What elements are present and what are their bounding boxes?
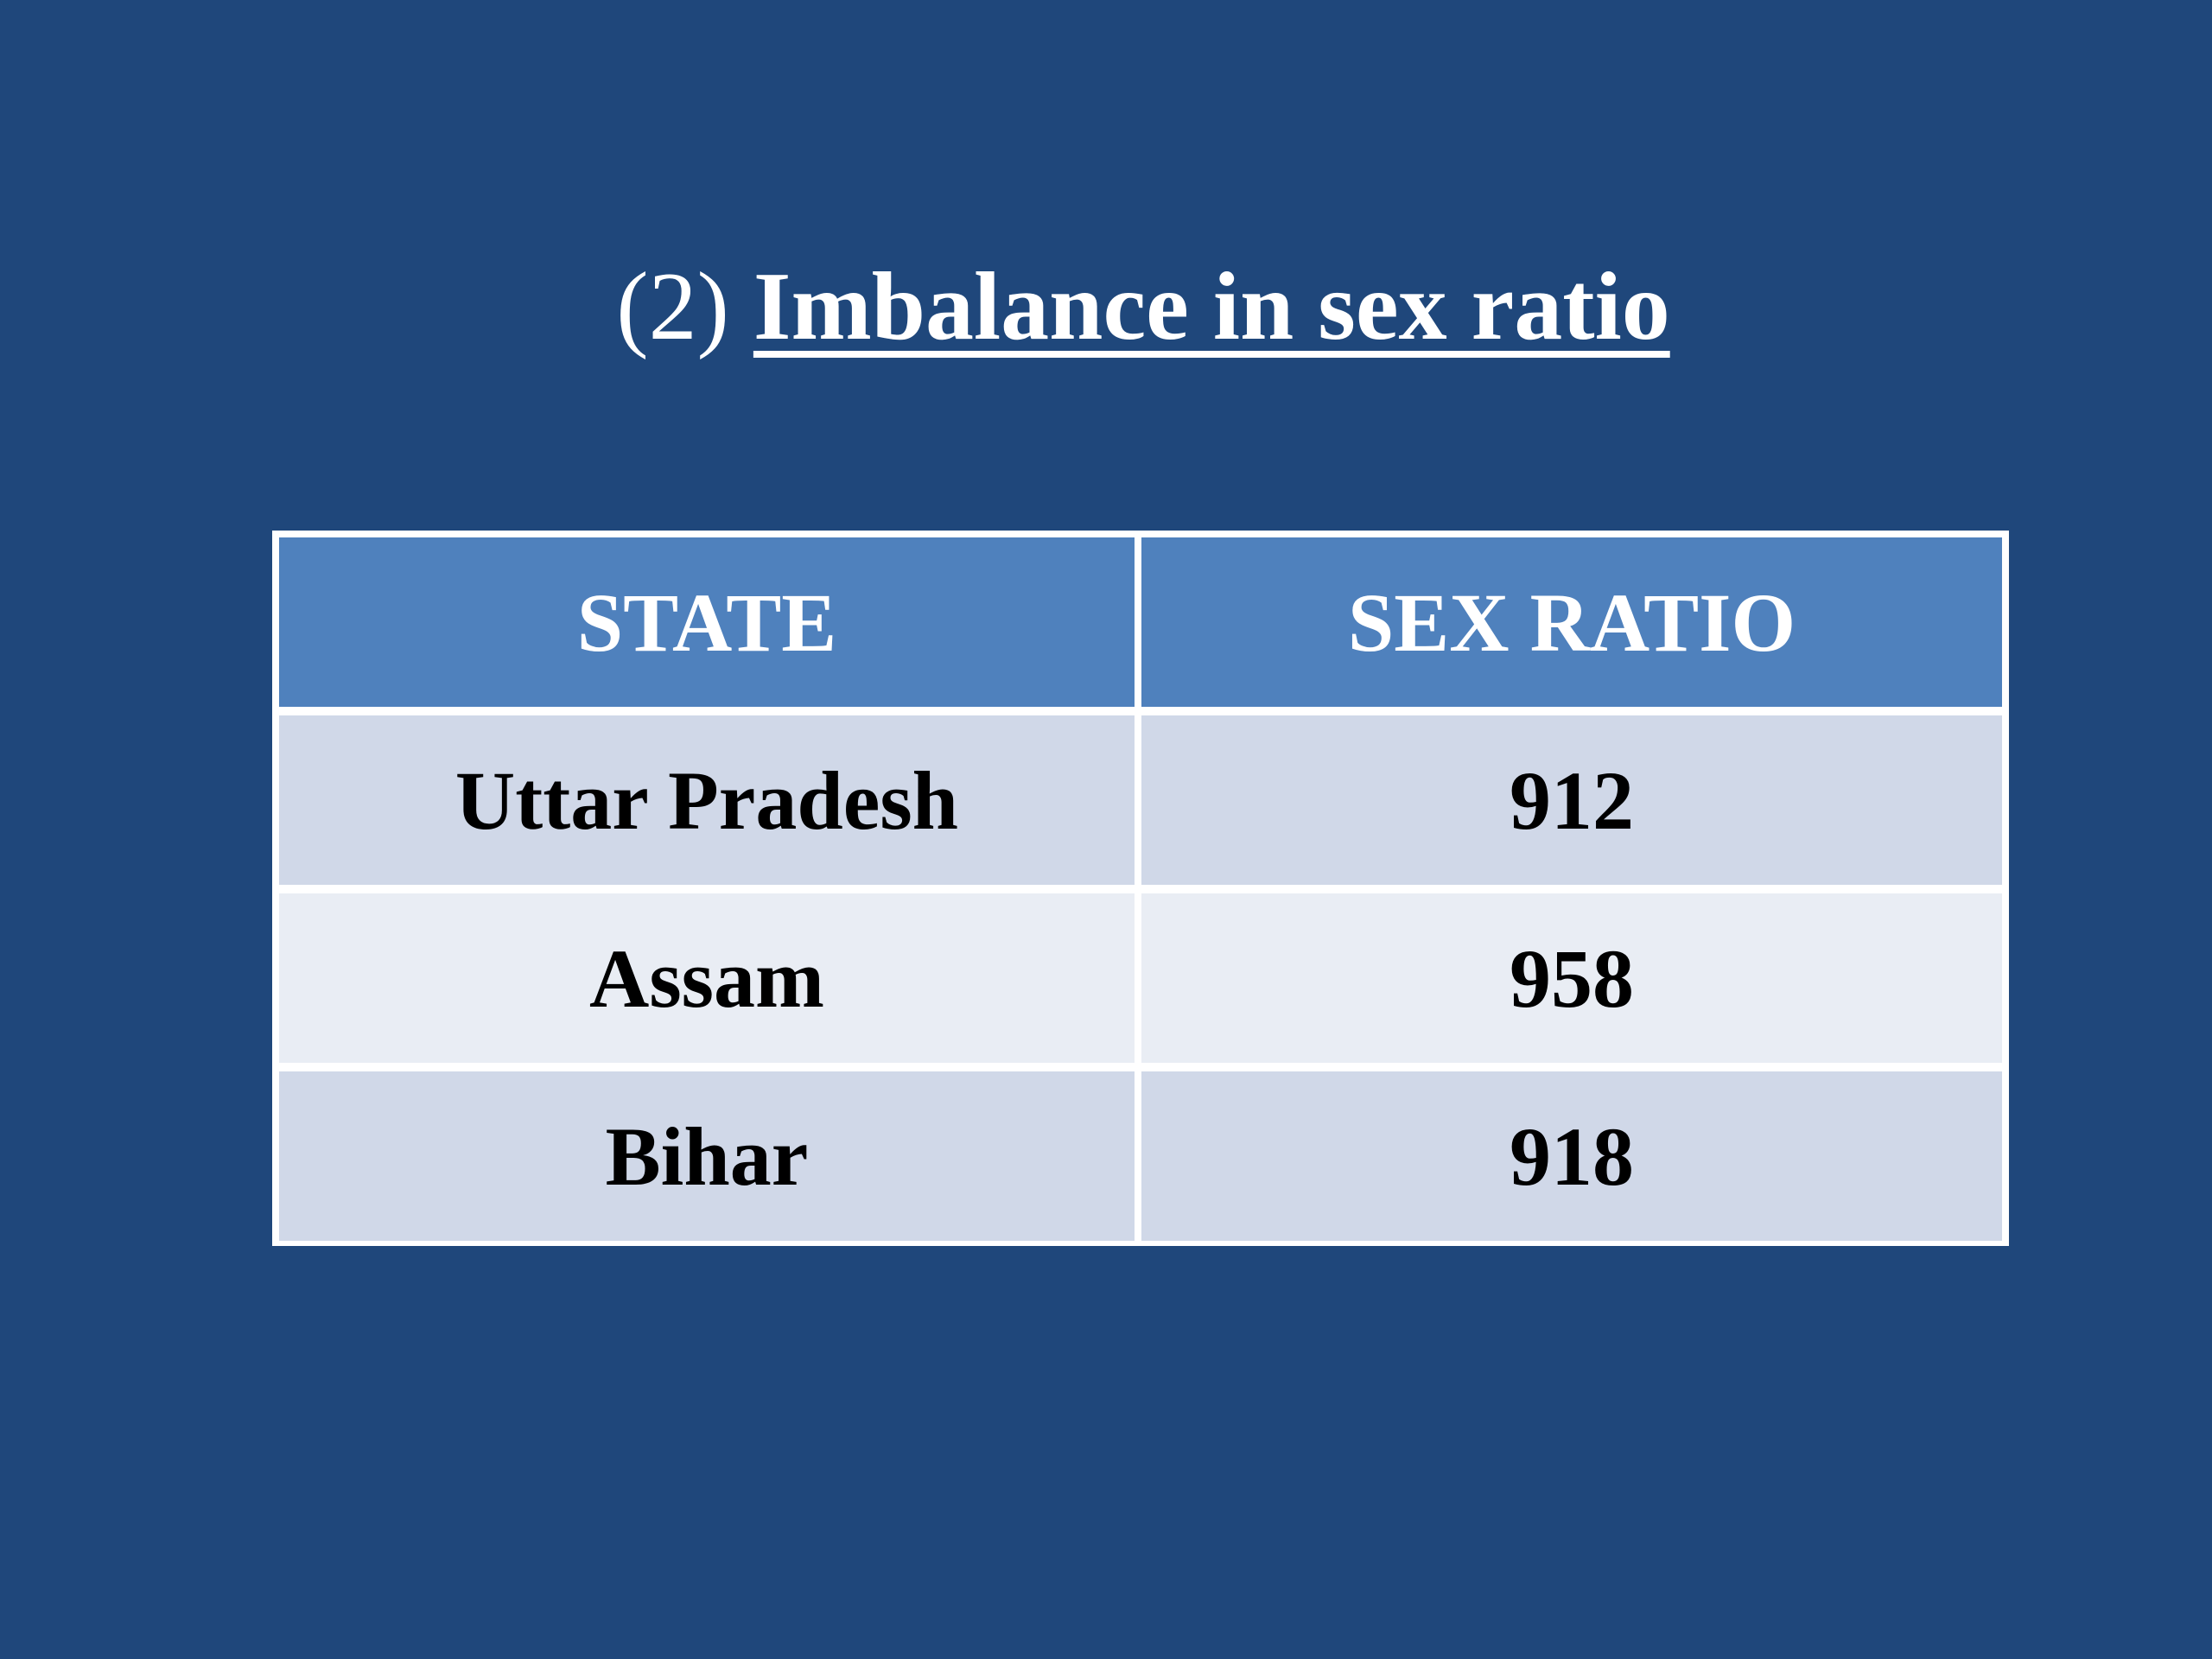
state-cell: Assam [279,885,1135,1063]
sex-ratio-table: STATE SEX RATIO Uttar Pradesh 912 Assam … [279,537,2002,1241]
slide-title: (2) Imbalance in sex ratio [0,251,2212,363]
sex-ratio-cell: 918 [1135,1063,2002,1241]
table-row: Uttar Pradesh 912 [279,707,2002,885]
state-cell: Uttar Pradesh [279,707,1135,885]
sex-ratio-table-frame: STATE SEX RATIO Uttar Pradesh 912 Assam … [272,531,2009,1246]
sex-ratio-cell: 958 [1135,885,2002,1063]
state-cell: Bihar [279,1063,1135,1241]
title-text: Imbalance in sex ratio [753,253,1670,360]
column-header-state: STATE [279,537,1135,707]
title-number: (2) [616,253,729,360]
sex-ratio-cell: 912 [1135,707,2002,885]
column-header-sex-ratio: SEX RATIO [1135,537,2002,707]
table-header-row: STATE SEX RATIO [279,537,2002,707]
table-row: Bihar 918 [279,1063,2002,1241]
table-row: Assam 958 [279,885,2002,1063]
